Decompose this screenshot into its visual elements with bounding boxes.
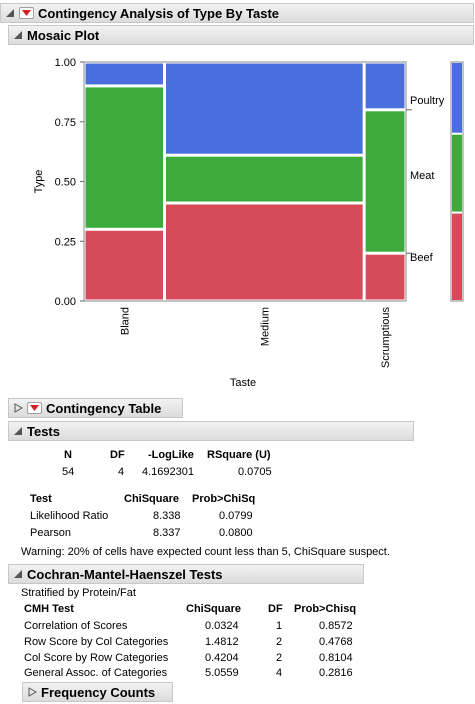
mosaic-cell-meat <box>165 155 364 203</box>
marginal-cell-beef <box>452 213 462 300</box>
chisquare-col-header: ChiSquare <box>124 493 180 505</box>
cmh-test-col-header: CMH Test <box>24 603 74 615</box>
cmh-chisq: 0.0324 <box>205 620 239 632</box>
test-prob: 0.0800 <box>219 527 253 539</box>
disclosure-closed-icon[interactable] <box>12 402 24 414</box>
frequency-counts-header[interactable]: Frequency Counts <box>22 682 173 702</box>
cmh-test-name: General Assoc. of Categories <box>24 667 168 679</box>
cmh-prob: 0.2816 <box>319 667 353 679</box>
test-name: Pearson <box>30 527 71 539</box>
prob-col-header: Prob>ChiSq <box>192 493 256 505</box>
mosaic-cell-meat <box>364 110 406 253</box>
cmh-header[interactable]: Cochran-Mantel-Haenszel Tests <box>8 564 364 584</box>
test-chisq: 8.337 <box>153 527 181 539</box>
disclosure-open-icon[interactable] <box>12 425 24 437</box>
cmh-title: Cochran-Mantel-Haenszel Tests <box>27 566 223 582</box>
cmh-chisq: 1.4812 <box>205 636 239 648</box>
cmh-chisq-col-header: ChiSquare <box>186 603 242 615</box>
main-title: Contingency Analysis of Type By Taste <box>38 5 280 21</box>
y-tick-label: 0.75 <box>55 117 76 129</box>
contingency-table-title: Contingency Table <box>46 400 162 416</box>
legend-label-meat: Meat <box>410 170 434 182</box>
disclosure-open-icon[interactable] <box>12 568 24 580</box>
disclosure-open-icon[interactable] <box>4 7 16 19</box>
mosaic-cell-beef <box>165 203 364 301</box>
mosaic-cell-beef <box>364 253 406 301</box>
tests-header[interactable]: Tests <box>8 421 414 441</box>
cmh-test-name: Col Score by Row Categories <box>24 652 169 664</box>
test-prob: 0.0799 <box>219 510 253 522</box>
cmh-test-name: Row Score by Col Categories <box>24 636 169 648</box>
cmh-prob: 0.8572 <box>319 620 353 632</box>
y-tick-label: 0.50 <box>55 177 76 189</box>
mosaic-plot: Bland Medium Scrumptious 1.00 0.75 0.50 0.25 0.… <box>33 57 464 389</box>
disclosure-open-icon[interactable] <box>12 29 24 41</box>
cmh-prob: 0.8104 <box>319 652 353 664</box>
x-tick-label: Scrumptious <box>380 307 392 369</box>
legend-label-poultry: Poultry <box>410 95 445 107</box>
mosaic-cell-meat <box>84 86 164 229</box>
y-axis-label: Type <box>33 170 45 194</box>
y-tick-label: 0.00 <box>55 296 76 308</box>
cmh-prob-col-header: Prob>Chisq <box>294 603 357 615</box>
mosaic-cell-poultry <box>364 62 406 110</box>
red-triangle-menu-icon[interactable] <box>27 402 42 414</box>
mosaic-cell-poultry <box>84 62 164 86</box>
col-header-loglike: -LogLike <box>148 449 194 461</box>
value-loglike: 4.1692301 <box>142 466 194 478</box>
cmh-chisq: 0.4204 <box>205 652 239 664</box>
col-header-df: DF <box>110 449 125 461</box>
mosaic-outline-header[interactable]: Mosaic Plot <box>8 25 474 45</box>
legend-label-beef: Beef <box>410 252 434 264</box>
cmh-chisq: 5.0559 <box>205 667 239 679</box>
cmh-df: 1 <box>276 620 283 632</box>
marginal-cell-meat <box>452 134 462 212</box>
x-axis-label: Taste <box>230 377 256 389</box>
marginal-cell-poultry <box>452 63 462 133</box>
cmh-df: 2 <box>276 636 283 648</box>
cmh-stratified-label: Stratified by Protein/Fat <box>21 587 136 599</box>
test-chisq: 8.338 <box>153 510 181 522</box>
frequency-counts-title: Frequency Counts <box>41 684 156 700</box>
contingency-table-header[interactable]: Contingency Table <box>8 398 183 418</box>
x-tick-label: Medium <box>259 307 271 346</box>
test-col-header: Test <box>30 493 52 505</box>
red-triangle-menu-icon[interactable] <box>19 7 34 19</box>
cmh-test-name: Correlation of Scores <box>24 620 128 632</box>
cmh-df-col-header: DF <box>268 603 283 615</box>
mosaic-cell-poultry <box>165 62 364 155</box>
value-n: 54 <box>62 466 75 478</box>
y-tick-label: 1.00 <box>55 57 76 69</box>
mosaic-cell-beef <box>84 229 164 301</box>
main-outline-header[interactable]: Contingency Analysis of Type By Taste <box>0 3 474 23</box>
col-header-n: N <box>64 449 72 461</box>
value-df: 4 <box>118 466 125 478</box>
cmh-prob: 0.4768 <box>319 636 353 648</box>
cmh-df: 4 <box>276 667 283 679</box>
value-rsquare: 0.0705 <box>238 466 272 478</box>
disclosure-closed-icon[interactable] <box>26 686 38 698</box>
chisquare-warning: Warning: 20% of cells have expected coun… <box>21 546 390 558</box>
x-tick-label: Bland <box>119 307 131 335</box>
test-name: Likelihood Ratio <box>30 510 109 522</box>
mosaic-title: Mosaic Plot <box>27 27 100 43</box>
cmh-df: 2 <box>276 652 283 664</box>
tests-title: Tests <box>27 423 60 439</box>
col-header-rsquare: RSquare (U) <box>207 449 271 461</box>
y-tick-label: 0.25 <box>55 236 76 248</box>
